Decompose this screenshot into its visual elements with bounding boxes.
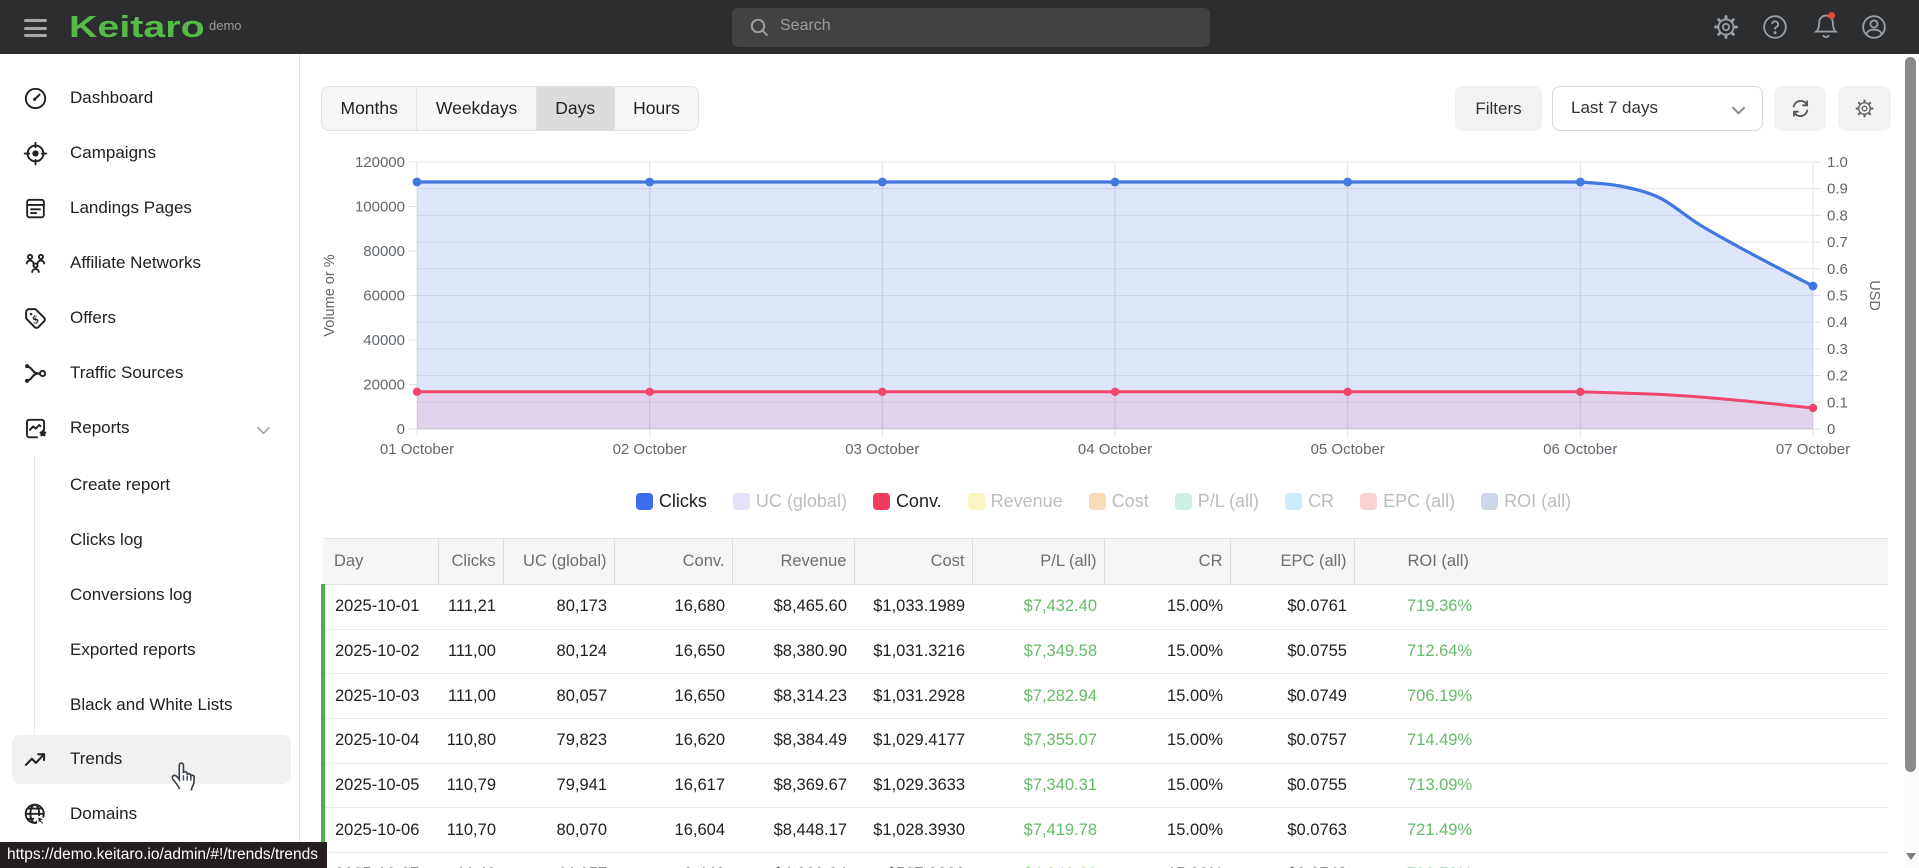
svg-text:07 October: 07 October [1776,441,1850,458]
svg-text:0.4: 0.4 [1827,314,1848,331]
svg-text:100000: 100000 [355,199,405,216]
svg-text:0: 0 [1827,421,1835,438]
svg-text:0.2: 0.2 [1827,368,1848,385]
svg-text:Volume or %: Volume or % [322,254,338,336]
svg-text:60000: 60000 [363,288,405,305]
svg-text:0.1: 0.1 [1827,394,1848,411]
svg-text:01 October: 01 October [380,441,454,458]
svg-text:40000: 40000 [363,332,405,349]
svg-text:20000: 20000 [363,377,405,394]
svg-text:0: 0 [397,421,405,438]
svg-text:0.9: 0.9 [1827,181,1848,198]
svg-text:0.8: 0.8 [1827,207,1848,224]
svg-text:USD: USD [1866,280,1882,311]
svg-text:0.5: 0.5 [1827,288,1848,305]
svg-text:03 October: 03 October [845,441,919,458]
svg-text:0.6: 0.6 [1827,261,1848,278]
svg-text:05 October: 05 October [1311,441,1385,458]
svg-text:120000: 120000 [355,154,405,171]
svg-text:04 October: 04 October [1078,441,1152,458]
svg-text:1.0: 1.0 [1827,154,1848,171]
svg-text:02 October: 02 October [613,441,687,458]
svg-text:0.3: 0.3 [1827,341,1848,358]
svg-text:06 October: 06 October [1543,441,1617,458]
svg-text:$: $ [31,313,40,327]
svg-text:0.7: 0.7 [1827,234,1848,251]
svg-text:80000: 80000 [363,243,405,260]
